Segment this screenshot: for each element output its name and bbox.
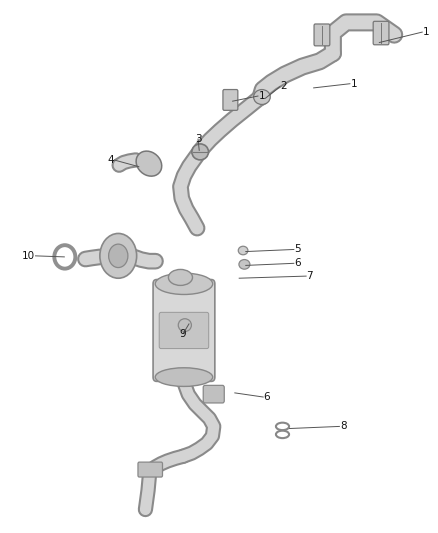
FancyBboxPatch shape [138, 462, 162, 477]
Ellipse shape [136, 151, 162, 176]
FancyBboxPatch shape [203, 385, 224, 403]
Text: 2: 2 [280, 82, 287, 91]
Ellipse shape [178, 319, 191, 332]
Text: 6: 6 [264, 392, 270, 402]
Text: 9: 9 [180, 329, 187, 338]
Text: 10: 10 [22, 251, 35, 261]
Circle shape [100, 233, 137, 278]
FancyBboxPatch shape [223, 90, 238, 110]
Ellipse shape [239, 260, 250, 269]
Text: 8: 8 [340, 422, 346, 431]
Circle shape [109, 244, 128, 268]
Text: 4: 4 [107, 155, 114, 165]
Text: 6: 6 [294, 259, 301, 268]
Ellipse shape [155, 368, 213, 386]
Ellipse shape [192, 144, 208, 160]
Text: 5: 5 [294, 245, 301, 254]
FancyBboxPatch shape [159, 312, 208, 349]
Text: 1: 1 [423, 27, 429, 37]
Ellipse shape [238, 246, 248, 255]
Text: 7: 7 [307, 271, 313, 281]
Text: 3: 3 [194, 134, 201, 143]
Text: 1: 1 [350, 79, 357, 88]
FancyBboxPatch shape [373, 21, 389, 45]
Ellipse shape [168, 269, 192, 286]
Ellipse shape [254, 90, 270, 104]
FancyBboxPatch shape [153, 279, 215, 382]
Text: 1: 1 [258, 91, 265, 101]
Ellipse shape [155, 273, 213, 294]
FancyBboxPatch shape [314, 24, 330, 46]
